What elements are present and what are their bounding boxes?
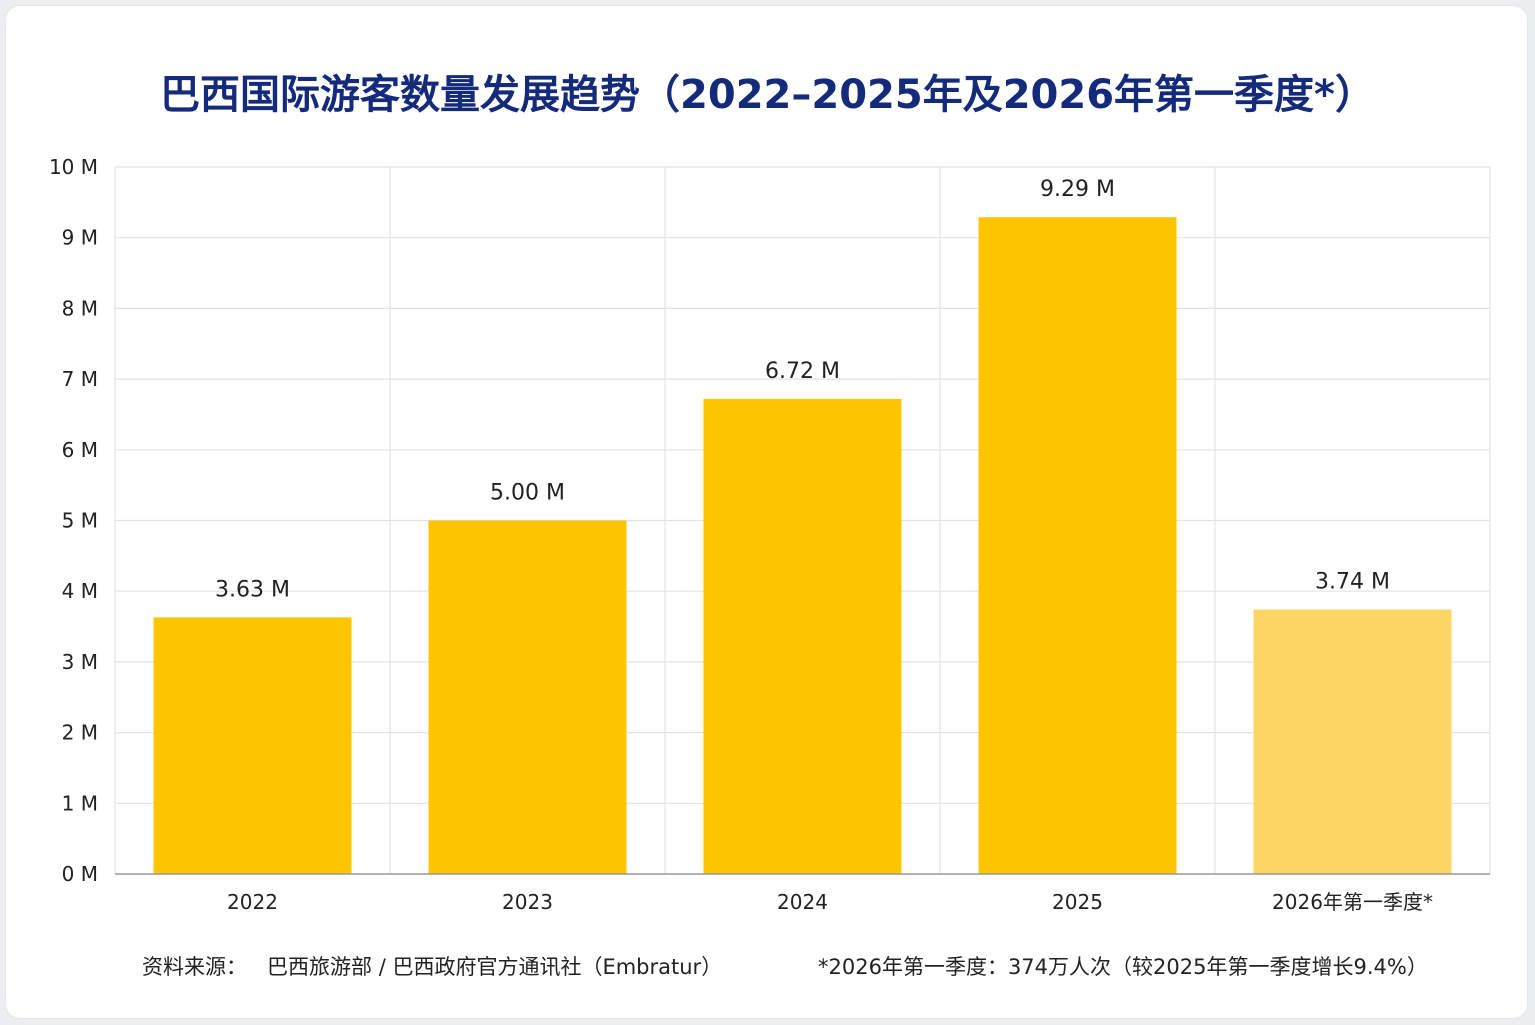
y-tick-label: 5 M (62, 509, 98, 533)
y-tick-label: 1 M (62, 791, 98, 815)
bar-value-label: 3.63 M (215, 577, 290, 602)
y-tick-label: 2 M (62, 721, 98, 745)
x-tick-label: 2026年第一季度* (1272, 890, 1433, 914)
bar (428, 520, 627, 874)
y-tick-label: 9 M (62, 226, 98, 250)
x-tick-label: 2022 (227, 890, 278, 914)
bar-value-label: 6.72 M (765, 359, 840, 384)
q1-2026-footnote: *2026年第一季度：374万人次（较2025年第一季度增长9.4%） (818, 955, 1428, 979)
y-tick-label: 6 M (62, 438, 98, 462)
bar-value-label: 3.74 M (1315, 570, 1390, 595)
chart-title: 巴西国际游客数量发展趋势（2022–2025年及2026年第一季度*） (160, 72, 1375, 118)
x-tick-label: 2025 (1052, 890, 1103, 914)
bar (978, 217, 1177, 874)
y-tick-label: 10 M (49, 155, 98, 179)
x-tick-label: 2024 (777, 890, 828, 914)
y-tick-label: 8 M (62, 296, 98, 320)
source-footnote: 资料来源： 巴西旅游部 / 巴西政府官方通讯社（Embratur） (142, 951, 722, 983)
bar (153, 617, 352, 874)
y-tick-label: 4 M (62, 579, 98, 603)
bar (703, 398, 902, 874)
bar-value-label: 9.29 M (1040, 177, 1115, 202)
y-tick-label: 3 M (62, 650, 98, 674)
bar-value-label: 5.00 M (490, 481, 565, 506)
bar (1253, 609, 1452, 874)
source-label: 资料来源： (142, 955, 247, 979)
y-tick-label: 7 M (62, 367, 98, 391)
y-tick-label: 0 M (62, 862, 98, 886)
x-tick-label: 2023 (502, 890, 553, 914)
source-text: 巴西旅游部 / 巴西政府官方通讯社（Embratur） (267, 955, 723, 979)
